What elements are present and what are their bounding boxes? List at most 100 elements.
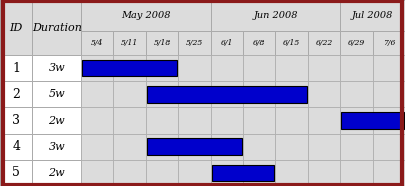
Bar	[113, 134, 146, 160]
Bar	[211, 160, 243, 186]
Text: Jul 2008: Jul 2008	[352, 11, 393, 20]
Bar	[243, 160, 275, 186]
Bar	[82, 60, 177, 76]
Text: 6/8: 6/8	[253, 39, 265, 47]
Text: 5/25: 5/25	[186, 39, 203, 47]
Bar	[0, 81, 32, 107]
Bar	[243, 134, 275, 160]
Bar	[308, 160, 340, 186]
Bar	[211, 31, 243, 55]
Bar	[373, 134, 405, 160]
Bar	[178, 107, 211, 134]
Bar	[32, 55, 81, 81]
Text: 2w: 2w	[48, 116, 65, 126]
Text: 6/22: 6/22	[315, 39, 333, 47]
Bar	[243, 55, 275, 81]
Bar	[32, 0, 81, 55]
Bar	[0, 160, 32, 186]
Bar	[275, 81, 308, 107]
Bar	[0, 134, 32, 160]
Bar	[178, 55, 211, 81]
Bar	[178, 134, 211, 160]
Bar	[81, 55, 113, 81]
Bar	[81, 31, 113, 55]
Bar	[32, 134, 81, 160]
Bar	[146, 107, 178, 134]
Text: Duration: Duration	[32, 23, 82, 33]
Bar	[113, 55, 146, 81]
Text: 4: 4	[12, 140, 20, 153]
Text: 5/18: 5/18	[153, 39, 171, 47]
Bar	[211, 81, 243, 107]
Bar	[275, 31, 308, 55]
Bar	[32, 81, 81, 107]
Bar	[308, 81, 340, 107]
Bar	[146, 81, 178, 107]
Bar	[0, 107, 32, 134]
Bar	[0, 55, 32, 81]
Text: 5/4: 5/4	[91, 39, 103, 47]
Bar	[340, 0, 405, 31]
Text: ID: ID	[10, 23, 23, 33]
Bar	[243, 107, 275, 134]
Bar	[373, 107, 405, 134]
Bar	[211, 134, 243, 160]
Bar	[81, 0, 211, 31]
Bar	[340, 31, 373, 55]
Bar	[81, 134, 113, 160]
Bar	[113, 160, 146, 186]
Bar	[178, 160, 211, 186]
Text: 7/6: 7/6	[383, 39, 395, 47]
Text: 2: 2	[12, 88, 20, 101]
Bar	[113, 31, 146, 55]
Text: 3: 3	[12, 114, 20, 127]
Bar	[113, 107, 146, 134]
Bar	[147, 138, 242, 155]
Bar	[373, 81, 405, 107]
Text: 5: 5	[12, 166, 20, 179]
Bar	[81, 107, 113, 134]
Bar	[0, 0, 405, 55]
Bar	[340, 134, 373, 160]
Bar	[212, 165, 274, 181]
Bar	[146, 160, 178, 186]
Bar	[81, 81, 113, 107]
Bar	[32, 160, 81, 186]
Bar	[373, 31, 405, 55]
Bar	[146, 134, 178, 160]
Text: 5/11: 5/11	[121, 39, 138, 47]
Bar	[275, 107, 308, 134]
Text: 2w: 2w	[48, 168, 65, 178]
Bar	[308, 31, 340, 55]
Text: 6/29: 6/29	[348, 39, 365, 47]
Bar	[0, 0, 32, 55]
Bar	[32, 107, 81, 134]
Text: 5w: 5w	[48, 89, 65, 99]
Bar	[178, 31, 211, 55]
Bar	[147, 86, 307, 103]
Bar	[341, 112, 404, 129]
Bar	[340, 160, 373, 186]
Bar	[373, 55, 405, 81]
Text: May 2008: May 2008	[121, 11, 171, 20]
Bar	[146, 55, 178, 81]
Bar	[308, 55, 340, 81]
Bar	[211, 107, 243, 134]
Bar	[243, 31, 275, 55]
Text: 6/1: 6/1	[221, 39, 233, 47]
Bar	[373, 160, 405, 186]
Bar	[275, 55, 308, 81]
Bar	[340, 81, 373, 107]
Text: 3w: 3w	[48, 142, 65, 152]
Bar	[275, 160, 308, 186]
Bar	[340, 107, 373, 134]
Bar	[308, 134, 340, 160]
Bar	[308, 107, 340, 134]
Bar	[146, 31, 178, 55]
Bar	[275, 134, 308, 160]
Bar	[81, 160, 113, 186]
Bar	[243, 81, 275, 107]
Text: 6/15: 6/15	[283, 39, 300, 47]
Bar	[211, 55, 243, 81]
Text: 1: 1	[12, 62, 20, 75]
